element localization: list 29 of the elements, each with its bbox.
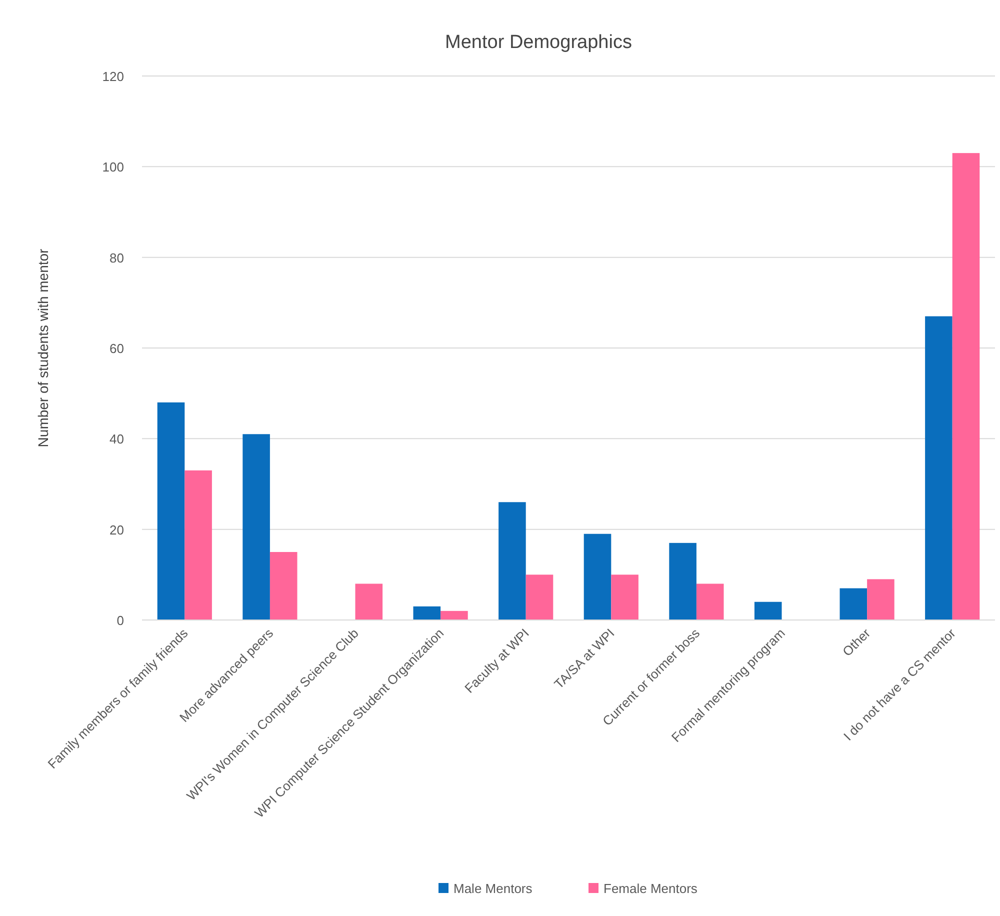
bar [754, 602, 782, 620]
bar [184, 470, 212, 620]
legend-label: Female Mentors [604, 881, 698, 896]
bar [270, 552, 298, 620]
chart-title: Mentor Demographics [445, 32, 632, 53]
y-axis-title: Number of students with mentor [35, 248, 51, 448]
bar [498, 502, 526, 620]
bar [925, 316, 952, 620]
y-tick-label: 80 [110, 250, 124, 266]
bar [242, 434, 270, 620]
bar [840, 588, 868, 620]
y-tick-label: 100 [102, 160, 124, 175]
y-tick-label: 60 [110, 341, 124, 356]
y-tick-label: 20 [110, 522, 124, 538]
bar [157, 402, 185, 620]
bar [867, 579, 894, 620]
bar [669, 542, 696, 620]
bar [952, 153, 980, 620]
legend-label: Male Mentors [454, 881, 533, 896]
bar [355, 584, 383, 620]
bar [440, 610, 468, 620]
y-tick-label: 0 [116, 613, 124, 628]
y-tick-label: 40 [110, 432, 124, 447]
bar [696, 584, 724, 620]
bar [611, 574, 638, 620]
bar [413, 606, 441, 620]
y-tick-label: 120 [102, 69, 124, 84]
bar [584, 534, 612, 620]
bar [526, 574, 554, 620]
